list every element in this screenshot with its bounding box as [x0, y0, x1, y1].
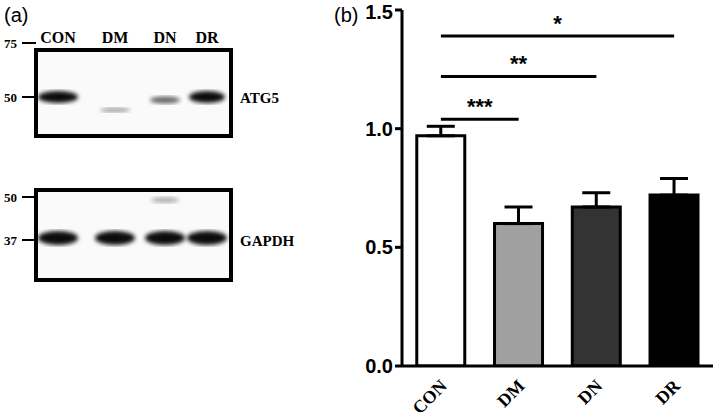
svg-text:**: ** [510, 51, 528, 76]
svg-text:1.0: 1.0 [365, 118, 393, 140]
svg-text:50: 50 [8, 90, 17, 105]
svg-text:(a): (a) [8, 4, 28, 26]
svg-text:CON: CON [40, 29, 76, 46]
svg-text:0.5: 0.5 [365, 236, 393, 258]
svg-text:DM: DM [493, 376, 528, 411]
svg-text:75: 75 [8, 36, 18, 51]
svg-text:50: 50 [8, 190, 17, 205]
svg-text:(b): (b) [334, 4, 358, 26]
svg-text:DN: DN [153, 29, 177, 46]
svg-text:CON: CON [408, 376, 450, 412]
svg-text:GAPDH: GAPDH [240, 233, 294, 249]
svg-text:***: *** [467, 94, 493, 119]
svg-text:0.0: 0.0 [365, 355, 393, 377]
svg-text:DN: DN [574, 376, 607, 409]
svg-text:*: * [553, 11, 562, 36]
svg-text:ATG5: ATG5 [240, 90, 279, 106]
svg-text:1.5: 1.5 [365, 1, 393, 23]
svg-text:DR: DR [651, 375, 684, 408]
svg-text:DR: DR [195, 29, 219, 46]
svg-text:37: 37 [8, 233, 18, 248]
svg-text:DM: DM [102, 29, 129, 46]
